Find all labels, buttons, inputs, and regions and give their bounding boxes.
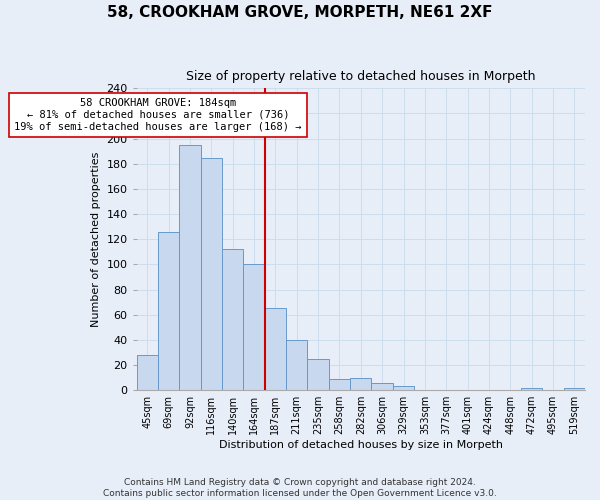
Y-axis label: Number of detached properties: Number of detached properties [91,152,101,327]
Bar [393,386,414,390]
Bar [222,250,244,390]
Bar [350,378,371,390]
Bar [521,388,542,390]
Text: Contains HM Land Registry data © Crown copyright and database right 2024.
Contai: Contains HM Land Registry data © Crown c… [103,478,497,498]
Bar [371,382,393,390]
Bar [244,264,265,390]
Bar [265,308,286,390]
Bar [563,388,585,390]
X-axis label: Distribution of detached houses by size in Morpeth: Distribution of detached houses by size … [219,440,503,450]
Title: Size of property relative to detached houses in Morpeth: Size of property relative to detached ho… [186,70,536,83]
Bar [158,232,179,390]
Text: 58 CROOKHAM GROVE: 184sqm
← 81% of detached houses are smaller (736)
19% of semi: 58 CROOKHAM GROVE: 184sqm ← 81% of detac… [14,98,302,132]
Bar [286,340,307,390]
Bar [307,359,329,390]
Bar [137,355,158,390]
Bar [179,145,200,390]
Bar [200,158,222,390]
Text: 58, CROOKHAM GROVE, MORPETH, NE61 2XF: 58, CROOKHAM GROVE, MORPETH, NE61 2XF [107,5,493,20]
Bar [329,379,350,390]
